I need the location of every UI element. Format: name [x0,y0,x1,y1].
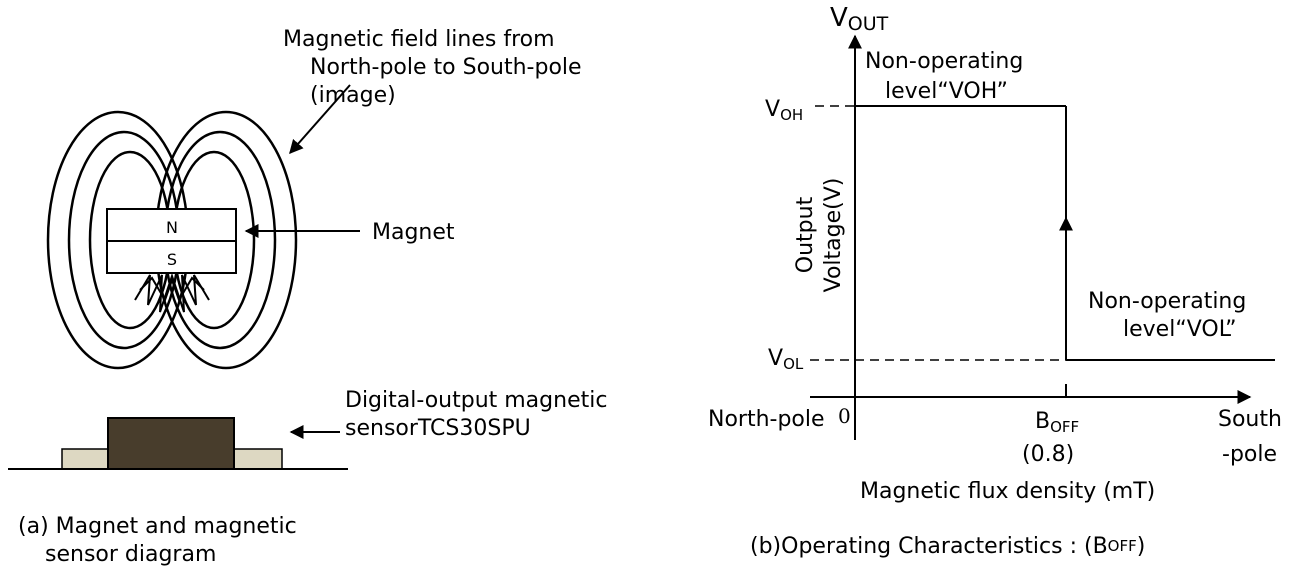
sub: OL [783,355,804,373]
low-label: Non-operating [1088,289,1246,314]
caption: (b)Operating Characteristics : (BOFF) [750,534,1145,559]
v: V [768,346,783,371]
magnet-label: Magnet [372,220,455,245]
low-label: level“VOL” [1123,317,1237,342]
sensor-label: sensorTCS30SPU [345,416,531,441]
sensor-label: Digital-output magnetic [345,388,607,413]
voh-label: VOH [765,97,803,124]
boff-value: (0.8) [1022,442,1074,467]
x-label: Magnetic flux density (mT) [860,479,1155,504]
field-arrow [289,84,351,155]
field-label: North-pole to South-pole [310,55,582,80]
caption: sensor diagram [45,542,216,567]
south-label: S [167,250,177,269]
v: V [765,97,780,122]
boff-label: BOFF [1035,409,1079,436]
sub: OH [780,106,803,124]
field-label: Magnetic field lines from [283,27,555,52]
caption-text: (b)Operating Characteristics : (B [750,534,1108,559]
y-label: Voltage(V) [821,178,846,293]
sub: OUT [848,13,889,35]
y-label: Output [793,196,818,273]
magnet [106,208,237,274]
vol-label: VOL [768,346,804,373]
field-label: (image) [310,83,396,108]
sub: OFF [1108,537,1137,555]
south-pole-label: South [1218,407,1282,432]
v: V [830,3,848,33]
b: B [1035,409,1050,434]
caption-end: ) [1137,534,1146,559]
south-pole-label: -pole [1222,442,1277,467]
north-label: N [166,218,178,237]
caption: (a) Magnet and magnetic [18,514,297,539]
sub: OFF [1050,418,1079,436]
north-pole-label: North-pole [708,407,825,432]
high-label: Non-operating [865,49,1023,74]
origin-label: 0 [838,404,851,428]
y-axis-label: VOUT [830,3,889,35]
high-label: level“VOH” [885,79,1008,104]
sensor [8,417,348,470]
